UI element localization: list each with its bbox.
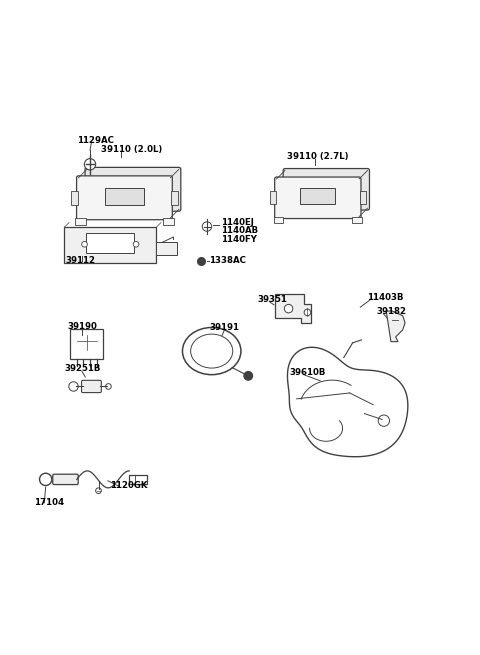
Text: 39351: 39351 <box>257 295 288 303</box>
Text: 1140FY: 1140FY <box>221 234 257 244</box>
Bar <box>352 217 362 223</box>
Polygon shape <box>386 311 405 342</box>
Bar <box>129 475 147 484</box>
Text: 1338AC: 1338AC <box>209 256 246 265</box>
Polygon shape <box>276 295 311 323</box>
Circle shape <box>202 222 212 231</box>
Text: 39112: 39112 <box>65 256 96 265</box>
Bar <box>274 217 284 223</box>
Bar <box>156 242 177 255</box>
Text: 1140AB: 1140AB <box>221 226 258 235</box>
FancyBboxPatch shape <box>77 176 172 219</box>
Text: 1129AC: 1129AC <box>77 136 114 145</box>
Circle shape <box>69 382 78 391</box>
Text: 17104: 17104 <box>34 498 64 507</box>
Bar <box>75 218 86 225</box>
Text: 39251B: 39251B <box>64 364 101 373</box>
Text: 39182: 39182 <box>377 307 407 316</box>
Bar <box>171 191 178 205</box>
Text: 39191: 39191 <box>209 323 240 332</box>
Text: 39190: 39190 <box>68 322 98 331</box>
FancyBboxPatch shape <box>64 227 156 263</box>
FancyBboxPatch shape <box>82 381 101 392</box>
Circle shape <box>304 309 311 316</box>
Bar <box>71 191 77 205</box>
Circle shape <box>244 371 252 380</box>
FancyBboxPatch shape <box>283 168 370 210</box>
Text: 1120GK: 1120GK <box>110 481 148 490</box>
FancyBboxPatch shape <box>275 177 361 219</box>
Text: 1140EJ: 1140EJ <box>221 217 254 227</box>
Text: 39110 (2.0L): 39110 (2.0L) <box>101 145 162 153</box>
Circle shape <box>378 415 389 426</box>
Bar <box>300 189 335 204</box>
Circle shape <box>96 488 101 493</box>
Circle shape <box>284 305 293 313</box>
Circle shape <box>84 159 96 170</box>
Bar <box>105 188 144 204</box>
Circle shape <box>106 384 111 389</box>
Circle shape <box>133 242 139 247</box>
Bar <box>270 191 276 204</box>
Text: 39110 (2.7L): 39110 (2.7L) <box>287 152 348 160</box>
Text: 11403B: 11403B <box>367 293 404 302</box>
Text: 39610B: 39610B <box>289 367 325 377</box>
Bar <box>86 233 134 253</box>
Bar <box>163 218 174 225</box>
Circle shape <box>82 242 87 247</box>
FancyBboxPatch shape <box>53 474 78 485</box>
FancyBboxPatch shape <box>85 168 181 211</box>
Polygon shape <box>288 347 408 457</box>
Bar <box>360 191 366 204</box>
Bar <box>70 329 103 360</box>
Circle shape <box>39 474 52 485</box>
